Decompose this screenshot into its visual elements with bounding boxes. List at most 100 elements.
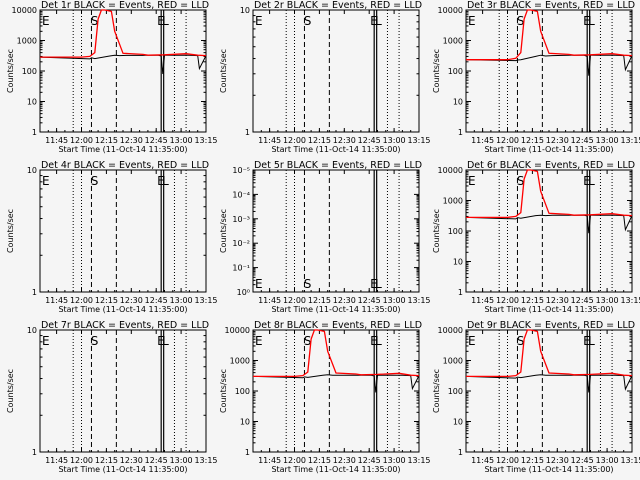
panel-det-2: Det 2r BLACK = Events, RED = LLD 11:45 12:… xyxy=(219,0,431,154)
x-tick-label: 12:15 xyxy=(308,136,331,145)
x-axis-label: Start Time (11-Oct-14 11:35:00) xyxy=(484,145,613,154)
y-tick-label: 1000 xyxy=(443,357,463,366)
marker-label-e: E xyxy=(255,334,263,348)
marker-label-e-end: E xyxy=(583,14,591,28)
plot-frame xyxy=(465,9,633,133)
plot-frame xyxy=(39,169,207,293)
x-tick-label: 11:45 xyxy=(258,136,281,145)
x-tick-label: 11:45 xyxy=(45,136,68,145)
marker-label-e: E xyxy=(42,174,50,188)
series-events xyxy=(252,374,420,393)
x-tick-label: 12:45 xyxy=(571,296,594,305)
marker-label-s: S xyxy=(91,174,99,188)
x-tick-label: 12:30 xyxy=(120,296,143,305)
x-tick-label: 12:00 xyxy=(70,136,93,145)
x-tick-label: 11:45 xyxy=(258,456,281,465)
x-tick-label: 12:15 xyxy=(95,456,118,465)
x-tick-label: 11:45 xyxy=(471,136,494,145)
marker-label-e-end: E xyxy=(157,334,165,348)
x-tick-label: 12:00 xyxy=(496,136,519,145)
panel-title: Det 2r BLACK = Events, RED = LLD xyxy=(254,0,422,11)
y-tick-label: 1000 xyxy=(17,37,37,46)
marker-label-e: E xyxy=(42,14,50,28)
x-tick-label: 12:15 xyxy=(308,456,331,465)
x-tick-label: 13:00 xyxy=(596,136,619,145)
x-tick-label: 13:00 xyxy=(596,456,619,465)
x-axis-label: Start Time (11-Oct-14 11:35:00) xyxy=(58,145,187,154)
marker-label-l: L xyxy=(588,334,595,348)
marker-label-e: E xyxy=(42,334,50,348)
panel-title: Det 3r BLACK = Events, RED = LLD xyxy=(467,0,635,11)
y-tick-label: 10⁻⁵ xyxy=(232,166,250,175)
y-tick-label: 1 xyxy=(245,448,250,457)
x-tick-label: 13:15 xyxy=(194,136,217,145)
marker-label-s: S xyxy=(304,277,312,291)
y-tick-label: 1 xyxy=(245,128,250,137)
x-tick-label: 12:00 xyxy=(283,296,306,305)
panel-title: Det 9r BLACK = Events, RED = LLD xyxy=(467,320,635,331)
x-tick-label: 11:45 xyxy=(45,456,68,465)
x-tick-label: 13:00 xyxy=(170,136,193,145)
marker-label-e-end: E xyxy=(370,334,378,348)
marker-label-e: E xyxy=(468,334,476,348)
plot-frame xyxy=(252,9,420,133)
marker-label-s: S xyxy=(91,14,99,28)
y-tick-label: 10000 xyxy=(12,6,37,15)
marker-label-e: E xyxy=(255,14,263,28)
x-tick-label: 12:15 xyxy=(521,136,544,145)
y-axis-label: Counts/sec xyxy=(432,209,441,253)
y-tick-label: 10000 xyxy=(438,326,463,335)
x-tick-label: 12:45 xyxy=(145,456,168,465)
series-events xyxy=(465,54,633,76)
x-tick-label: 12:30 xyxy=(546,296,569,305)
y-tick-label: 10 xyxy=(453,98,463,107)
x-tick-label: 13:15 xyxy=(194,296,217,305)
x-tick-label: 13:15 xyxy=(407,456,430,465)
y-tick-label: 1000 xyxy=(230,357,250,366)
y-axis-label: Counts/sec xyxy=(6,209,15,253)
y-tick-label: 10 xyxy=(240,418,250,427)
x-tick-label: 12:00 xyxy=(496,296,519,305)
plot-frame xyxy=(39,9,207,133)
plot-frame xyxy=(252,169,420,293)
y-tick-label: 1000 xyxy=(443,37,463,46)
panel-title: Det 6r BLACK = Events, RED = LLD xyxy=(467,160,635,171)
plot-frame xyxy=(465,169,633,293)
x-tick-label: 13:15 xyxy=(620,136,640,145)
y-axis-label: Counts/sec xyxy=(6,369,15,413)
marker-label-e: E xyxy=(468,14,476,28)
y-tick-label: 10 xyxy=(27,166,37,175)
x-tick-label: 13:15 xyxy=(620,296,640,305)
y-tick-label: 10⁻⁴ xyxy=(232,190,250,199)
marker-label-s: S xyxy=(517,174,525,188)
series-lld xyxy=(253,329,420,378)
y-tick-label: 1000 xyxy=(443,197,463,206)
marker-label-l: L xyxy=(375,277,382,291)
y-tick-label: 10⁻¹ xyxy=(232,264,250,273)
y-tick-label: 100 xyxy=(448,387,463,396)
marker-label-e-end: E xyxy=(370,14,378,28)
x-tick-label: 12:15 xyxy=(95,296,118,305)
y-tick-label: 10000 xyxy=(438,166,463,175)
x-tick-label: 11:45 xyxy=(471,456,494,465)
x-axis-label: Start Time (11-Oct-14 11:35:00) xyxy=(58,305,187,314)
x-tick-label: 12:45 xyxy=(145,136,168,145)
x-tick-label: 12:45 xyxy=(145,296,168,305)
panel-title: Det 5r BLACK = Events, RED = LLD xyxy=(254,160,422,171)
x-tick-label: 13:00 xyxy=(383,136,406,145)
y-tick-label: 1 xyxy=(458,128,463,137)
x-tick-label: 11:45 xyxy=(258,296,281,305)
x-tick-label: 13:15 xyxy=(194,456,217,465)
panel-det-5: Det 5r BLACK = Events, RED = LLD 11:45 12:… xyxy=(219,160,431,314)
plot-frame xyxy=(39,329,207,453)
x-tick-label: 12:15 xyxy=(521,296,544,305)
marker-label-l: L xyxy=(162,174,169,188)
x-tick-label: 12:00 xyxy=(283,456,306,465)
